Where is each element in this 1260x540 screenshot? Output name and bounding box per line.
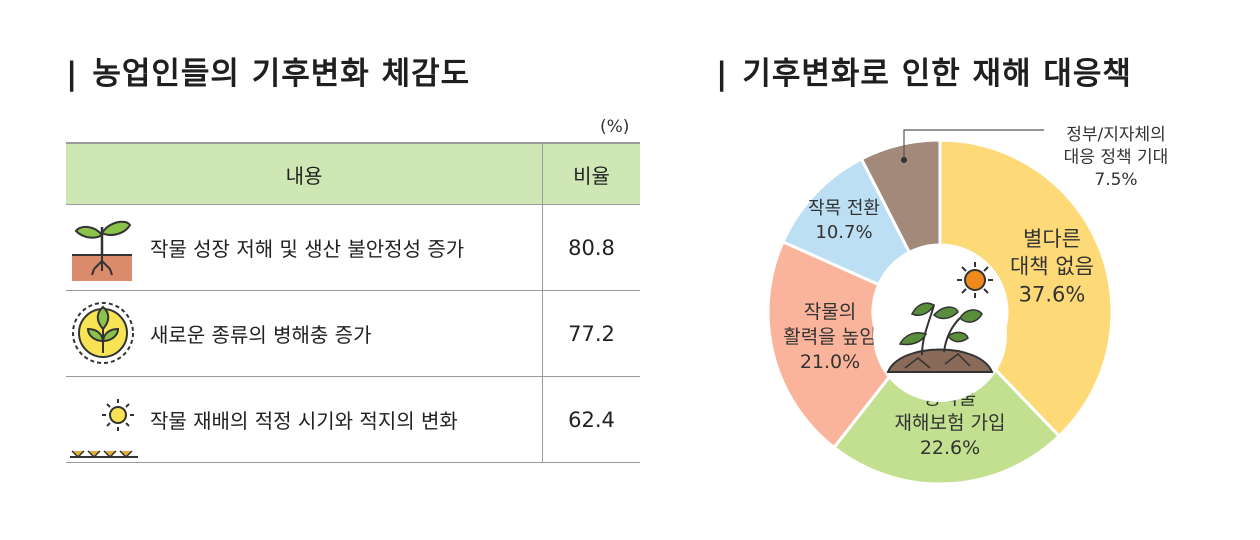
row-value: 62.4 [568,407,615,432]
title-bar-mark: | [66,56,79,92]
row-label: 작물 성장 저해 및 생산 불안정성 증가 [150,205,543,290]
right-title-text: 기후변화로 인한 재해 대응책 [742,56,1132,92]
sun-ground-icon [66,377,150,462]
slice-category-label: 대책 없음 [1010,255,1094,279]
slice-category-label: 작물의 [804,301,856,323]
table-row: 새로운 종류의 병해충 증가 77.2 [66,291,640,377]
left-title-text: 농업인들의 기후변화 체감도 [92,56,471,92]
table-row: 작물 재배의 적정 시기와 적지의 변화 62.4 [66,377,640,463]
slice-category-label: 활력을 높임 [783,326,876,348]
slice-value-label: 10.7% [815,222,872,243]
sun-icon [957,262,993,298]
row-label: 작물 재배의 적정 시기와 적지의 변화 [150,377,543,462]
unit-label: (%) [600,117,630,137]
slice-value-label: 21.0% [800,351,860,373]
header-content: 내용 [66,144,543,204]
title-bar-mark: | [716,56,729,92]
header-ratio: 비율 [573,163,610,188]
center-plant-icon [873,268,1007,402]
left-panel-title: | 농업인들의 기후변화 체감도 [66,48,470,93]
right-panel-title: | 기후변화로 인한 재해 대응책 [716,48,1132,93]
slice-category-label: 별다른 [1023,227,1081,251]
slice-value-label: 22.6% [920,437,980,459]
row-value: 80.8 [568,235,615,260]
sprout-icon [66,205,150,290]
donut-slice [938,138,1114,439]
slice-category-label: 정부/지자체의 [1066,125,1166,145]
leader-dot [901,157,907,163]
row-value: 77.2 [568,321,615,346]
donut-slices [766,138,1114,486]
donut-slice [859,138,942,255]
table-row: 작물 성장 저해 및 생산 불안정성 증가 80.8 [66,205,640,291]
slice-category-label: 작목 전환 [808,198,880,219]
row-label: 새로운 종류의 병해충 증가 [150,291,543,376]
table-header: 내용 비율 [66,142,640,205]
slice-category-label: 대응 정책 기대 [1064,147,1169,167]
leader-line [903,129,1044,160]
slice-value-label: 7.5% [1094,170,1137,190]
slice-category-label: 재해보험 가입 [895,412,1006,434]
leaf-circle-icon [66,291,150,376]
slice-value-label: 37.6% [1019,282,1086,306]
perception-table: 내용 비율 작물 성장 저해 및 생산 불안정성 증가 80.8 [66,142,640,463]
